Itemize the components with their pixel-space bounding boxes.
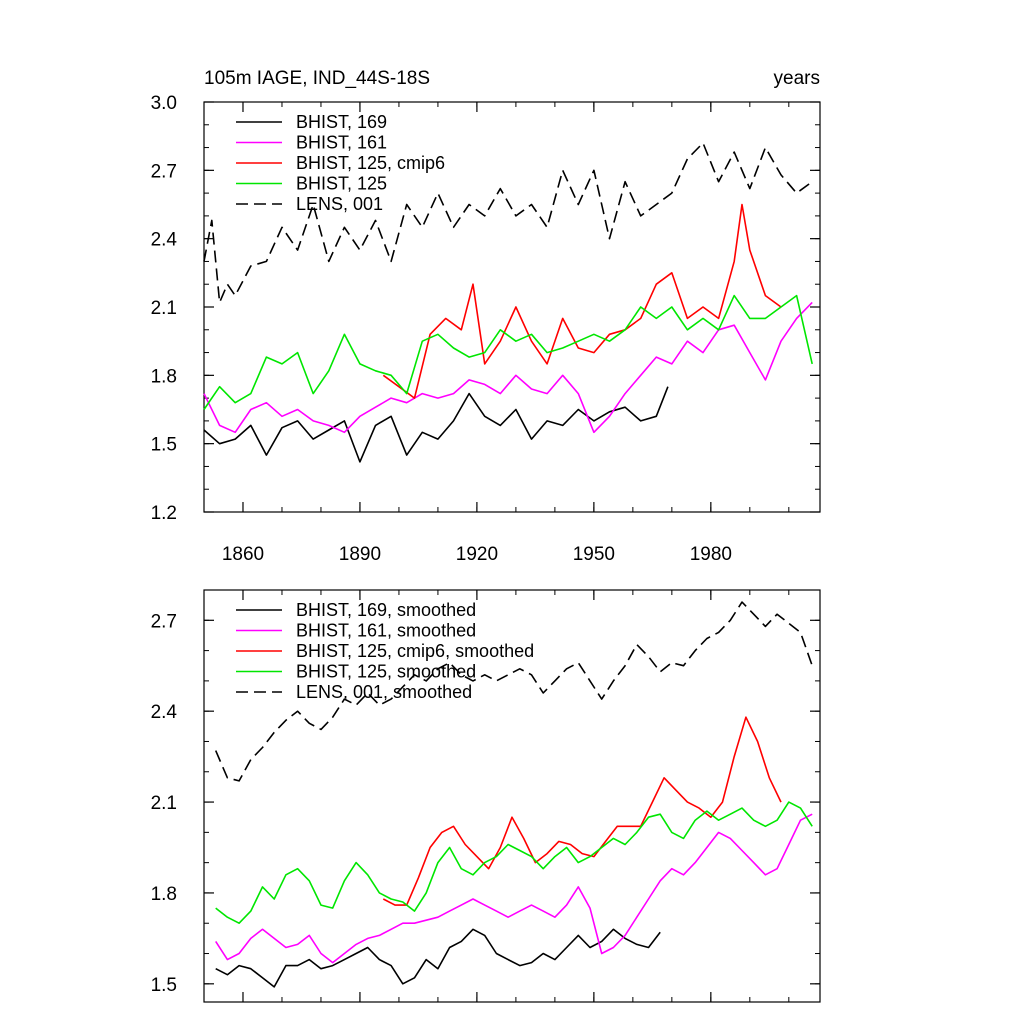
legend-label: BHIST, 161, smoothed — [296, 621, 476, 641]
top-panel: 1.2 1.5 1.8 2.1 2.4 2.7 3.0 1860 1890 1920 1950 198… — [151, 93, 821, 565]
y-tick-label: 2.4 — [151, 702, 178, 723]
y-tick-label: 3.0 — [151, 93, 177, 114]
legend-label: LENS, 001 — [296, 194, 383, 214]
y-tick-label: 1.8 — [151, 884, 177, 905]
series-line-5 — [203, 142, 813, 304]
legend-label: BHIST, 125 — [296, 174, 387, 194]
y-tick-label: 1.8 — [151, 366, 177, 387]
x-tick-label: 1920 — [456, 544, 498, 565]
series-line-1 — [203, 386, 669, 463]
x-tick-label: 1950 — [573, 544, 615, 565]
series-line-3 — [382, 716, 782, 906]
plot-frame — [203, 589, 821, 1003]
figure-title-left: 105m IAGE, IND_44S-18S — [204, 68, 430, 89]
legend-label: BHIST, 125, cmip6, smoothed — [296, 641, 534, 661]
y-tick-label: 2.1 — [151, 298, 177, 319]
legend-label: LENS, 001, smoothed — [296, 682, 472, 702]
series-line-3 — [382, 203, 782, 399]
series-line-1 — [215, 928, 661, 988]
x-tick-label: 1860 — [222, 544, 264, 565]
x-tick-label: 1980 — [690, 544, 732, 565]
legend-label: BHIST, 169 — [296, 112, 387, 132]
y-tick-label: 2.7 — [151, 161, 177, 182]
series-line-2 — [203, 301, 813, 434]
legend-label: BHIST, 125, smoothed — [296, 662, 476, 682]
legend-label: BHIST, 125, cmip6 — [296, 153, 445, 173]
figure-units-label: years — [774, 68, 820, 89]
y-tick-label: 1.5 — [151, 435, 177, 456]
y-tick-label: 2.7 — [151, 611, 177, 632]
y-tick-label: 2.4 — [151, 230, 178, 251]
series-line-4 — [215, 801, 813, 925]
y-tick-label: 1.5 — [151, 975, 177, 996]
y-tick-label: 1.2 — [151, 503, 177, 524]
series-line-5 — [214, 601, 813, 782]
series-line-4 — [203, 294, 813, 410]
legend-label: BHIST, 161 — [296, 133, 387, 153]
x-tick-label: 1890 — [339, 544, 381, 565]
y-tick-label: 2.1 — [151, 793, 177, 814]
series-line-2 — [215, 813, 813, 964]
legend-label: BHIST, 169, smoothed — [296, 600, 476, 620]
